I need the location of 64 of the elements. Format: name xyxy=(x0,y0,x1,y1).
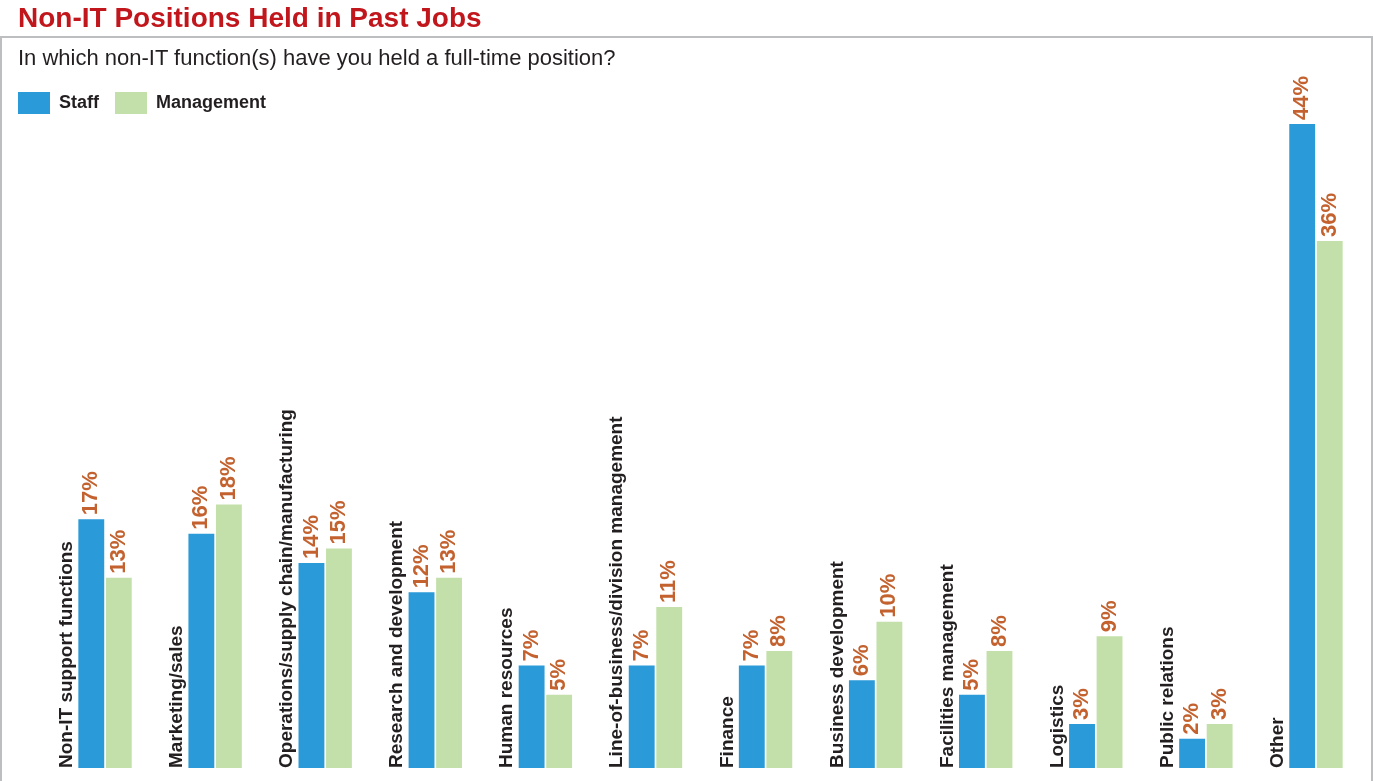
data-label: 11% xyxy=(655,560,681,603)
bar xyxy=(1206,724,1233,768)
data-label: 15% xyxy=(325,500,351,545)
x-tick-label: Operations/supply chain/manufacturing xyxy=(275,409,297,768)
bar xyxy=(848,680,875,768)
bar xyxy=(215,504,242,768)
bar xyxy=(1069,724,1095,768)
bar xyxy=(1179,738,1206,768)
bar xyxy=(518,665,545,768)
data-label: 5% xyxy=(958,659,984,691)
data-label: 7% xyxy=(627,629,653,662)
bar xyxy=(876,621,903,768)
data-label: 3% xyxy=(1205,688,1231,721)
x-tick-label: Non-IT support functions xyxy=(55,541,77,768)
data-label: 36% xyxy=(1315,193,1341,238)
x-tick-label: Logistics xyxy=(1045,684,1067,768)
bar xyxy=(78,519,105,768)
x-tick-label: Business development xyxy=(825,560,847,768)
bar xyxy=(436,577,462,768)
bar xyxy=(408,592,435,768)
data-label: 7% xyxy=(517,629,543,662)
x-tick-label: Line-of-business/division management xyxy=(605,415,627,768)
x-tick-label: Human resources xyxy=(495,607,517,768)
data-label: 14% xyxy=(297,515,323,560)
x-tick-label: Finance xyxy=(715,696,737,768)
bar xyxy=(959,694,985,768)
data-label: 16% xyxy=(187,485,213,530)
bar xyxy=(628,665,655,768)
data-label: 8% xyxy=(765,615,791,647)
x-tick-label: Public relations xyxy=(1155,626,1177,768)
chart-title: Non-IT Positions Held in Past Jobs xyxy=(18,2,482,34)
data-label: 18% xyxy=(214,456,240,501)
x-tick-label: Research and development xyxy=(385,520,407,768)
data-label: 5% xyxy=(545,659,571,691)
data-label: 2% xyxy=(1178,702,1204,735)
x-tick-label: Other xyxy=(1266,716,1287,768)
legend-label: Staff xyxy=(59,91,100,112)
chart-subtitle: In which non-IT function(s) have you held a full-time position? xyxy=(18,44,616,72)
data-label: 10% xyxy=(875,573,901,618)
data-label: 13% xyxy=(435,529,461,574)
data-label: 8% xyxy=(985,615,1011,647)
bar xyxy=(105,577,132,768)
data-label: 9% xyxy=(1095,600,1121,633)
bar xyxy=(1289,124,1316,768)
bar xyxy=(1096,636,1123,768)
data-label: 17% xyxy=(77,471,103,516)
bar xyxy=(1316,241,1343,768)
data-label: 44% xyxy=(1288,75,1314,120)
bar xyxy=(326,548,352,768)
bar xyxy=(546,694,573,768)
bar xyxy=(298,563,325,768)
data-label: 12% xyxy=(407,544,433,589)
data-label: 3% xyxy=(1068,688,1094,721)
data-label: 13% xyxy=(104,529,130,574)
legend-label: Management xyxy=(156,91,267,112)
data-label: 7% xyxy=(737,629,763,662)
bar xyxy=(766,650,793,768)
x-tick-label: Marketing/sales xyxy=(165,625,187,768)
bar xyxy=(986,650,1013,768)
bar xyxy=(188,533,215,768)
bar xyxy=(738,665,765,768)
x-tick-label: Facilities management xyxy=(935,563,957,768)
bar xyxy=(656,607,683,768)
data-label: 6% xyxy=(847,644,873,677)
